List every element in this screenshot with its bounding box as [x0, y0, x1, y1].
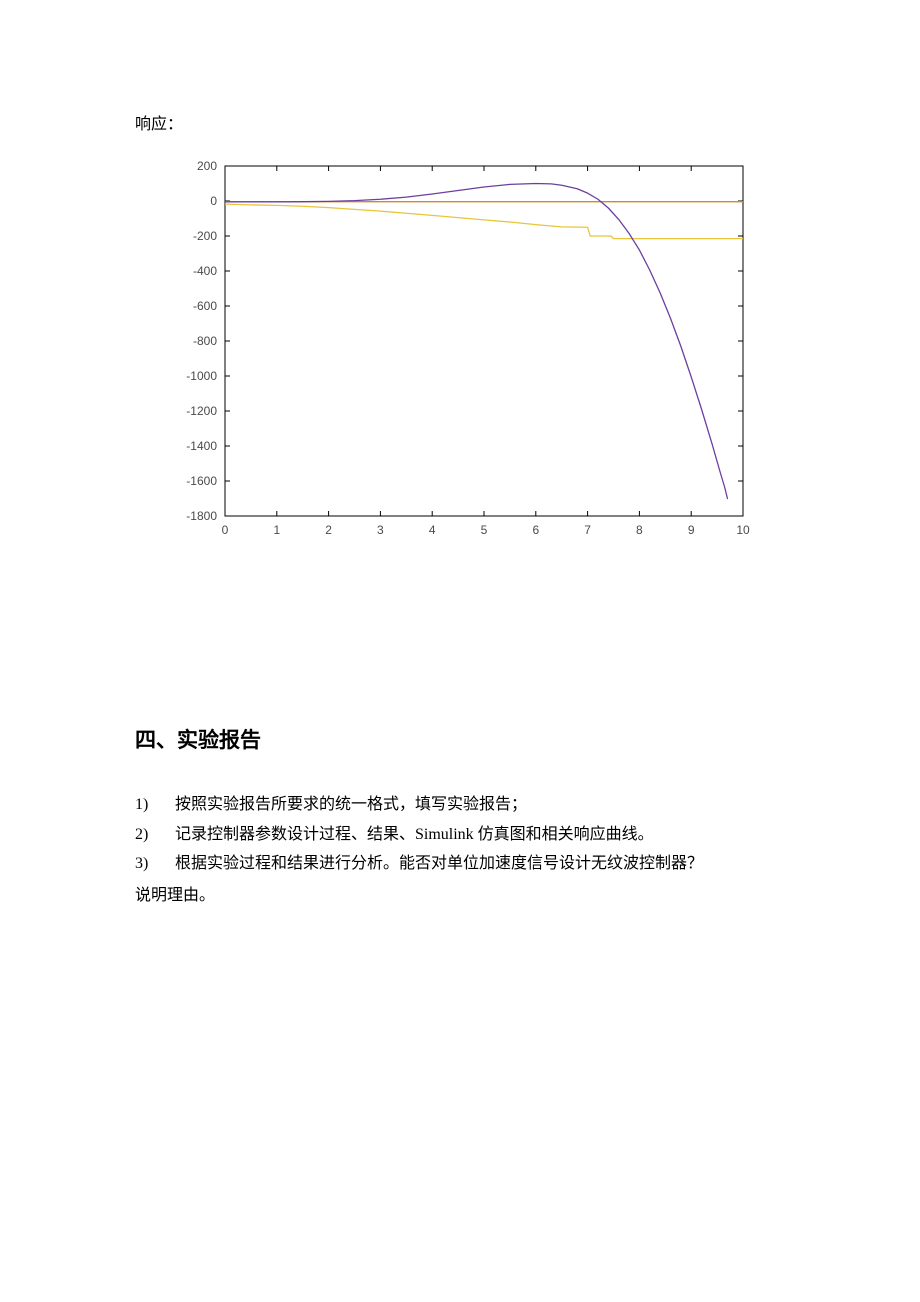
list-number: 2) [135, 820, 175, 850]
report-list: 1) 按照实验报告所要求的统一格式，填写实验报告； 2) 记录控制器参数设计过程… [135, 790, 785, 910]
list-number: 3) [135, 849, 175, 879]
svg-text:-1400: -1400 [186, 439, 217, 453]
svg-text:9: 9 [688, 523, 695, 537]
svg-text:-1800: -1800 [186, 509, 217, 523]
svg-text:8: 8 [636, 523, 643, 537]
list-text: 记录控制器参数设计过程、结果、Simulink 仿真图和相关响应曲线。 [175, 820, 785, 850]
list-item: 2) 记录控制器参数设计过程、结果、Simulink 仿真图和相关响应曲线。 [135, 820, 785, 850]
svg-text:-400: -400 [193, 264, 217, 278]
chart-svg: 0 1 2 3 4 5 6 7 8 9 10 200 0 -200 -400 -600 -800 -1000 -12… [165, 154, 755, 544]
svg-text:10: 10 [736, 523, 750, 537]
svg-text:-800: -800 [193, 334, 217, 348]
list-number: 1) [135, 790, 175, 820]
svg-text:0: 0 [210, 194, 217, 208]
list-item: 3) 根据实验过程和结果进行分析。能否对单位加速度信号设计无纹波控制器？ [135, 849, 785, 879]
svg-text:-600: -600 [193, 299, 217, 313]
svg-text:7: 7 [584, 523, 591, 537]
svg-text:0: 0 [222, 523, 229, 537]
svg-text:2: 2 [325, 523, 332, 537]
svg-text:4: 4 [429, 523, 436, 537]
list-text: 按照实验报告所要求的统一格式，填写实验报告； [175, 790, 785, 820]
svg-text:6: 6 [532, 523, 539, 537]
list-item: 1) 按照实验报告所要求的统一格式，填写实验报告； [135, 790, 785, 820]
response-label: 响应： [135, 110, 785, 134]
svg-text:-1000: -1000 [186, 369, 217, 383]
svg-text:5: 5 [481, 523, 488, 537]
svg-text:1: 1 [273, 523, 280, 537]
svg-text:-200: -200 [193, 229, 217, 243]
svg-text:-1600: -1600 [186, 474, 217, 488]
svg-text:200: 200 [197, 159, 217, 173]
reason-label: 说明理由。 [135, 881, 785, 911]
svg-text:-1200: -1200 [186, 404, 217, 418]
response-chart: 0 1 2 3 4 5 6 7 8 9 10 200 0 -200 -400 -600 -800 -1000 -12… [165, 154, 755, 544]
svg-text:3: 3 [377, 523, 384, 537]
section-heading: 四、实验报告 [135, 724, 785, 754]
list-text: 根据实验过程和结果进行分析。能否对单位加速度信号设计无纹波控制器？ [175, 849, 785, 879]
